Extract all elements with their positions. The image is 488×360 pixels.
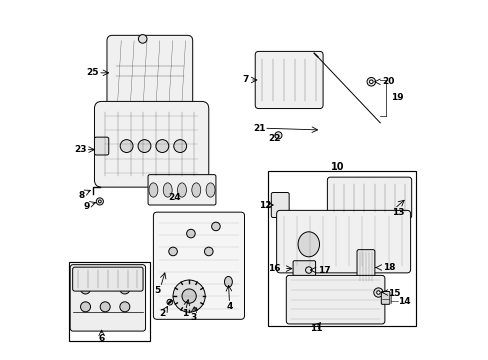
FancyBboxPatch shape [107, 35, 192, 107]
FancyBboxPatch shape [153, 212, 244, 319]
Circle shape [168, 247, 177, 256]
Ellipse shape [177, 183, 186, 197]
FancyBboxPatch shape [356, 249, 374, 284]
Circle shape [120, 140, 133, 153]
Circle shape [120, 302, 130, 312]
Bar [69, 262, 149, 341]
Circle shape [138, 35, 147, 43]
Circle shape [173, 140, 186, 153]
Text: 4: 4 [226, 302, 233, 311]
Text: 22: 22 [268, 134, 280, 143]
Text: 15: 15 [387, 289, 400, 298]
Circle shape [81, 302, 90, 312]
FancyBboxPatch shape [73, 267, 143, 291]
Ellipse shape [149, 183, 158, 197]
FancyBboxPatch shape [285, 275, 384, 324]
Circle shape [100, 302, 110, 312]
Text: 16: 16 [267, 264, 280, 273]
FancyBboxPatch shape [292, 261, 315, 276]
Text: 1: 1 [182, 310, 187, 319]
Text: 17: 17 [317, 266, 330, 275]
Text: 24: 24 [168, 193, 181, 202]
FancyBboxPatch shape [326, 177, 411, 219]
Ellipse shape [163, 183, 172, 197]
Circle shape [305, 267, 311, 273]
Ellipse shape [205, 183, 215, 197]
Circle shape [182, 289, 196, 303]
Text: 25: 25 [86, 68, 99, 77]
Circle shape [138, 140, 151, 153]
Text: 18: 18 [382, 263, 394, 272]
FancyBboxPatch shape [148, 175, 216, 205]
Circle shape [376, 291, 380, 294]
Text: 9: 9 [83, 202, 89, 211]
Text: 12: 12 [259, 201, 271, 210]
Ellipse shape [224, 276, 232, 287]
FancyBboxPatch shape [94, 102, 208, 187]
FancyBboxPatch shape [381, 292, 389, 304]
FancyBboxPatch shape [271, 193, 288, 217]
Text: 6: 6 [98, 334, 104, 343]
Circle shape [211, 222, 220, 231]
Circle shape [369, 80, 372, 84]
Text: 11: 11 [309, 324, 322, 333]
Circle shape [186, 229, 195, 238]
Text: 8: 8 [78, 190, 84, 199]
Text: 13: 13 [391, 208, 404, 217]
Text: 21: 21 [253, 124, 265, 133]
Text: 2: 2 [159, 310, 165, 319]
Ellipse shape [298, 232, 319, 257]
Text: 5: 5 [154, 286, 161, 295]
Text: 3: 3 [189, 313, 196, 322]
Circle shape [81, 284, 90, 294]
Circle shape [204, 247, 213, 256]
Bar [267, 171, 415, 327]
Ellipse shape [191, 183, 201, 197]
Circle shape [274, 132, 282, 139]
Text: 19: 19 [390, 93, 403, 102]
Circle shape [120, 284, 130, 294]
Text: 20: 20 [381, 77, 394, 86]
Circle shape [96, 198, 103, 205]
Circle shape [98, 200, 101, 203]
Circle shape [156, 140, 168, 153]
Text: 14: 14 [397, 297, 410, 306]
Circle shape [166, 299, 172, 305]
FancyBboxPatch shape [70, 265, 145, 331]
FancyBboxPatch shape [255, 51, 323, 109]
Circle shape [366, 77, 375, 86]
Text: 7: 7 [242, 76, 248, 85]
FancyBboxPatch shape [94, 137, 108, 155]
Circle shape [373, 288, 382, 297]
Circle shape [173, 280, 205, 312]
Text: 23: 23 [74, 145, 86, 154]
FancyBboxPatch shape [276, 210, 410, 273]
Text: 10: 10 [330, 162, 344, 172]
